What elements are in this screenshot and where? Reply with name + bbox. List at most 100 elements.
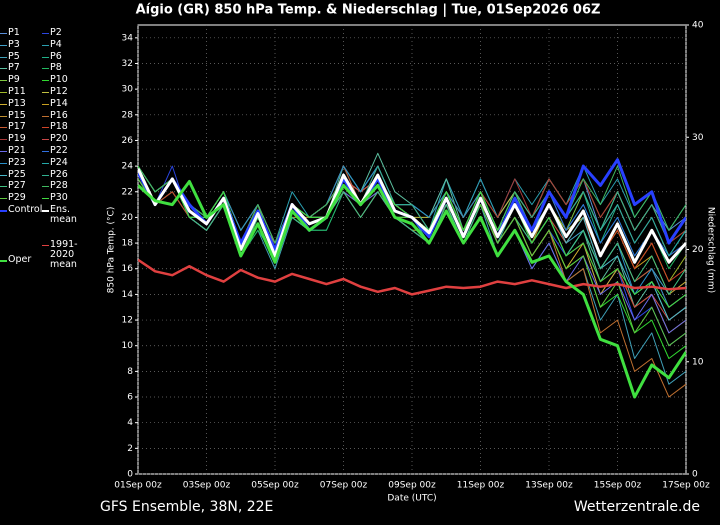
legend-swatch	[0, 210, 7, 212]
x-tick-label: 03Sep 00z	[183, 481, 231, 491]
legend-label: 1991-2020 mean	[50, 239, 78, 271]
legend-swatch	[42, 139, 49, 141]
legend-label: P28	[50, 180, 68, 192]
chart-title: Aígio (GR) 850 hPa Temp. & Niederschlag …	[136, 3, 601, 18]
y-tick-label: 30	[122, 85, 134, 95]
legend-entry: P3	[0, 38, 20, 50]
y-tick-label: 6	[127, 393, 133, 403]
legend-swatch	[42, 33, 49, 34]
y-tick-label: 22	[122, 187, 133, 197]
legend-label: P29	[8, 192, 26, 204]
y-tick-label: 34	[122, 33, 134, 43]
y-tick-label: 24	[122, 162, 134, 172]
legend-label: P6	[50, 50, 62, 62]
legend-label: P14	[50, 97, 68, 109]
legend-swatch	[42, 210, 49, 212]
legend-entry: P21	[0, 146, 26, 156]
legend-swatch	[0, 103, 7, 105]
series-line	[138, 180, 686, 399]
legend-label: P5	[8, 50, 20, 62]
legend-entry: P26	[42, 168, 68, 180]
legend-entry: P11	[0, 87, 26, 97]
y-tick-label: 20	[122, 213, 134, 223]
legend-swatch	[42, 198, 49, 200]
legend-label: P30	[50, 192, 68, 204]
legend-entry: P2	[42, 28, 62, 38]
legend-swatch	[0, 80, 7, 82]
legend-label: Control	[8, 204, 43, 215]
legend-label: Ens. mean	[50, 204, 77, 225]
legend-entry: P9	[0, 75, 20, 85]
y-tick-label: 12	[122, 316, 133, 326]
legend-swatch	[42, 80, 49, 82]
y2-tick-label: 20	[692, 245, 704, 255]
legend-entry: P22	[42, 146, 68, 156]
legend-entry: P16	[42, 109, 68, 121]
legend-entry: P20	[42, 134, 68, 144]
y-tick-label: 16	[122, 264, 134, 274]
legend-entry: P19	[0, 134, 26, 144]
legend-swatch	[42, 115, 49, 117]
legend-entry: P18	[42, 122, 68, 132]
legend-entry: P7	[0, 63, 20, 73]
legend-swatch	[42, 56, 49, 58]
legend-entry: P10	[42, 75, 68, 85]
legend-swatch	[42, 174, 49, 176]
legend-swatch	[0, 174, 7, 176]
legend-entry: P1	[0, 28, 20, 38]
legend-label: P19	[8, 133, 26, 145]
legend-swatch	[0, 139, 7, 141]
legend: P1 P2 P3 P4 P5 P6 P7 P8 P9 P10 P11 P12 P13 P14 P15 P16 P…	[0, 0, 138, 300]
legend-entry: P5	[0, 50, 20, 62]
y2-tick-label: 40	[692, 21, 704, 31]
footer-right: Wetterzentrale.de	[574, 499, 700, 515]
legend-swatch	[42, 162, 49, 164]
legend-label: P1	[8, 27, 20, 38]
legend-entry: P29	[0, 193, 26, 203]
legend-swatch	[0, 33, 7, 34]
legend-label: P23	[8, 156, 26, 168]
legend-label: P22	[50, 145, 68, 156]
legend-label: P8	[50, 62, 62, 74]
legend-label: P18	[50, 121, 68, 133]
legend-entry: P6	[42, 50, 62, 62]
legend-entry: P27	[0, 181, 26, 191]
legend-label: P7	[8, 62, 20, 74]
legend-entry: Ens. mean	[42, 205, 98, 225]
legend-entry: P15	[0, 110, 26, 121]
legend-label: P20	[50, 133, 68, 145]
y-axis-label: 850 hPa Temp. (°C)	[107, 207, 117, 294]
legend-label: P3	[8, 38, 20, 50]
legend-swatch	[42, 103, 49, 105]
legend-swatch	[0, 56, 7, 58]
legend-swatch	[42, 44, 49, 46]
legend-swatch	[42, 68, 49, 70]
y-tick-label: 26	[122, 136, 134, 146]
legend-swatch	[0, 186, 7, 188]
series-line	[138, 258, 686, 296]
y-tick-label: 10	[122, 341, 134, 351]
y-tick-label: 14	[122, 290, 134, 300]
legend-label: P21	[8, 145, 26, 156]
y2-tick-label: 0	[692, 470, 698, 480]
legend-label: P25	[8, 168, 26, 180]
footer-left: GFS Ensemble, 38N, 22E	[100, 499, 273, 515]
legend-swatch	[0, 115, 7, 117]
y-tick-label: 8	[127, 367, 133, 377]
legend-label: P2	[50, 27, 62, 38]
legend-label: P16	[50, 109, 68, 121]
x-tick-label: 15Sep 00z	[594, 481, 642, 491]
legend-swatch	[0, 259, 7, 262]
legend-swatch	[0, 92, 7, 93]
legend-entry: P30	[42, 193, 68, 203]
legend-entry: P14	[42, 97, 68, 109]
legend-label: P17	[8, 121, 26, 133]
y-tick-label: 18	[122, 239, 134, 249]
legend-swatch	[0, 68, 7, 70]
legend-label: P13	[8, 97, 26, 109]
legend-label: P26	[50, 168, 68, 180]
y-tick-label: 4	[127, 418, 133, 428]
legend-entry: P17	[0, 122, 26, 132]
legend-entry: P12	[42, 87, 68, 97]
legend-swatch	[42, 186, 49, 188]
